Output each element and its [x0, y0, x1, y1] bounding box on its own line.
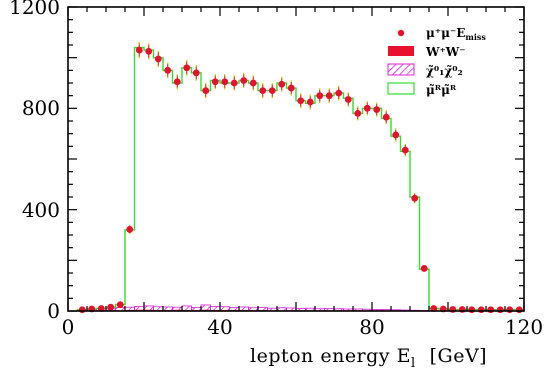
- plot-area: [76, 41, 525, 314]
- signal-point: [496, 306, 504, 314]
- y-tick-label-400: 400: [22, 198, 60, 222]
- signal-point: [487, 306, 495, 314]
- signal-point: [458, 306, 466, 313]
- y-tick-label-1200: 1200: [9, 0, 60, 19]
- signal-point: [278, 80, 286, 88]
- signal-point: [392, 131, 400, 139]
- signal-point: [297, 97, 305, 105]
- x-tick-label-80: 80: [359, 315, 384, 339]
- signal-point: [515, 306, 523, 314]
- legend-item-neutralino: χ̃⁰₁χ̃⁰₂: [387, 63, 463, 78]
- signal-point: [202, 87, 210, 94]
- legend-label-neutralino: χ̃⁰₁χ̃⁰₂: [426, 64, 463, 78]
- signal-point: [126, 226, 134, 233]
- signal-point: [154, 55, 162, 63]
- legend-marker-neutralino-box: [387, 63, 415, 76]
- signal-point: [183, 64, 191, 72]
- signal-point: [363, 104, 371, 112]
- signal-point: [259, 87, 267, 94]
- signal-point: [211, 78, 219, 86]
- signal-point: [192, 69, 200, 77]
- neutralino-bar: [200, 304, 211, 312]
- signal-point: [477, 306, 485, 314]
- x-axis-title-subscript: l: [411, 356, 416, 371]
- signal-point: [173, 78, 181, 86]
- x-axis-title-main: lepton energy E: [250, 345, 411, 367]
- signal-point: [468, 306, 476, 314]
- signal-point: [401, 146, 409, 154]
- signal-point: [506, 306, 514, 314]
- signal-point: [449, 306, 457, 313]
- signal-point: [354, 110, 362, 117]
- signal-point: [221, 78, 229, 86]
- legend-label-signal: μ⁺μ⁻Emiss: [426, 26, 486, 42]
- legend-item-ww: W⁺W⁻: [388, 45, 466, 59]
- signal-point: [97, 305, 105, 312]
- x-tick-label-40: 40: [207, 315, 232, 339]
- y-tick-label-0: 0: [47, 299, 60, 323]
- signal-point: [240, 77, 248, 84]
- signal-point: [325, 92, 333, 100]
- signal-point: [420, 265, 428, 272]
- legend-marker-signal-dot: [397, 29, 405, 37]
- signal-point: [268, 87, 276, 94]
- signal-point: [411, 194, 419, 202]
- signal-point: [287, 84, 295, 92]
- signal-point: [164, 66, 172, 74]
- legend: μ⁺μ⁻Emiss W⁺W⁻ χ̃⁰₁χ̃⁰₂ μ̃ᴿμ̃ᴿ: [387, 26, 486, 97]
- legend-item-smuon: μ̃ᴿμ̃ᴿ: [387, 82, 457, 97]
- smuon-step-line: [76, 46, 525, 311]
- x-tick-label-0: 0: [62, 315, 75, 339]
- axis-ticks: [67, 6, 525, 312]
- x-axis-title: lepton energy El [GeV]: [250, 345, 487, 371]
- x-axis-title-unit: [GeV]: [430, 345, 487, 367]
- signal-point: [430, 305, 438, 312]
- legend-marker-ww-box: [388, 46, 414, 56]
- signal-point: [145, 47, 153, 55]
- signal-point: [116, 301, 124, 309]
- signal-point: [382, 113, 390, 121]
- signal-point: [107, 303, 115, 311]
- legend-item-signal: μ⁺μ⁻Emiss: [397, 26, 486, 42]
- signal-point: [316, 92, 324, 100]
- signal-point: [373, 106, 381, 113]
- legend-marker-smuon-box: [387, 82, 415, 95]
- legend-label-smuon: μ̃ᴿμ̃ᴿ: [426, 83, 457, 97]
- signal-point: [306, 98, 314, 106]
- y-tick-label-800: 800: [22, 96, 60, 120]
- signal-point: [249, 79, 257, 87]
- signal-point: [135, 46, 143, 54]
- signal-point: [230, 79, 238, 87]
- signal-point: [335, 89, 343, 97]
- signal-point: [78, 306, 86, 314]
- signal-point: [344, 96, 352, 103]
- legend-label-ww: W⁺W⁻: [425, 45, 466, 59]
- x-tick-label-120: 120: [505, 315, 543, 339]
